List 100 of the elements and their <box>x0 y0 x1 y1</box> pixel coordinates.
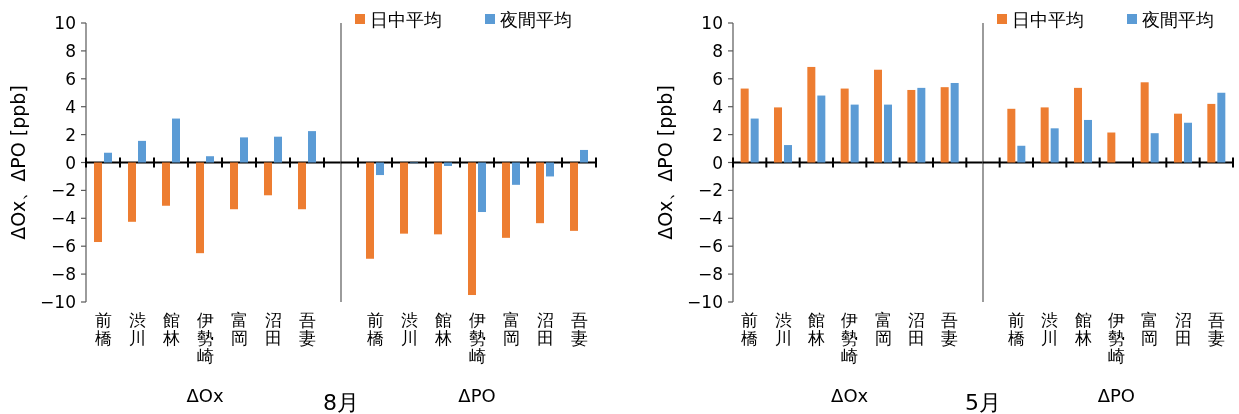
bar <box>1017 145 1026 163</box>
bar <box>784 145 792 163</box>
bar <box>917 87 926 163</box>
y-tick-label: 8 <box>712 40 723 61</box>
bar <box>840 88 849 163</box>
x-tick-label: 沼田 <box>264 310 282 348</box>
bar <box>950 82 959 163</box>
bar <box>230 162 238 210</box>
y-tick-label: −6 <box>50 236 76 257</box>
y-tick-label: −8 <box>50 264 76 285</box>
x-tick-label: 富岡 <box>502 310 520 348</box>
x-tick-label: 沼田 <box>1174 310 1192 348</box>
x-tick-label: 沼田 <box>536 310 554 348</box>
x-tick-label: 館林 <box>161 310 180 348</box>
bar <box>1084 119 1092 163</box>
bar <box>884 104 892 163</box>
y-tick-label: −4 <box>50 208 76 229</box>
bar <box>1040 107 1049 163</box>
y-tick-label: −6 <box>697 236 723 257</box>
y-tick-label: 2 <box>712 124 723 145</box>
y-axis-title: ΔOx、ΔPO [ppb] <box>7 85 29 240</box>
bar <box>1207 103 1216 163</box>
y-tick-label: 10 <box>701 13 723 33</box>
y-tick-label: −2 <box>50 180 76 201</box>
x-tick-label: 前橋 <box>741 310 759 348</box>
x-axis-title: ΔPO <box>1097 385 1136 406</box>
x-tick-label: 富岡 <box>230 310 248 348</box>
bar <box>128 162 136 222</box>
bar <box>817 95 826 163</box>
y-tick-label: 6 <box>65 68 76 89</box>
y-tick-label: −8 <box>697 264 723 285</box>
bar <box>1140 82 1149 163</box>
x-axis-title: ΔOx <box>831 385 869 406</box>
x-tick-label: 伊勢崎 <box>196 310 214 366</box>
x-tick-label: 渋川 <box>774 310 792 348</box>
legend-label: 日中平均 <box>1012 9 1084 30</box>
x-tick-label: 前橋 <box>366 310 384 348</box>
bar <box>138 140 146 163</box>
legend-label: 夜間平均 <box>500 9 572 30</box>
x-tick-label: 館林 <box>433 310 452 348</box>
bar <box>850 104 859 163</box>
x-tick-label: 渋川 <box>128 310 146 348</box>
x-tick-label: 渋川 <box>1041 310 1059 348</box>
bar <box>1050 128 1059 163</box>
bar <box>196 162 204 254</box>
y-tick-label: 0 <box>65 152 76 173</box>
bar <box>774 107 782 163</box>
bar <box>1007 108 1016 163</box>
x-tick-label: 伊勢崎 <box>1107 310 1125 366</box>
x-tick-label: 前橋 <box>94 310 112 348</box>
y-tick-label: −10 <box>40 292 76 312</box>
bar <box>750 118 759 163</box>
y-tick-label: −10 <box>687 292 723 312</box>
y-tick-label: 6 <box>712 68 723 89</box>
bar <box>104 152 112 163</box>
bar <box>807 66 816 163</box>
bar <box>240 137 248 163</box>
x-tick-label: 前橋 <box>1007 310 1025 348</box>
y-tick-label: 10 <box>54 13 76 33</box>
x-tick-label: 伊勢崎 <box>841 310 859 366</box>
x-tick-label: 館林 <box>806 310 825 348</box>
bar <box>1150 133 1159 163</box>
x-axis-title: ΔOx <box>186 385 224 406</box>
bar <box>740 88 749 163</box>
y-tick-label: 8 <box>65 40 76 61</box>
bar <box>1107 132 1116 163</box>
bar <box>274 136 282 163</box>
y-tick-label: 4 <box>65 96 76 117</box>
y-tick-label: 4 <box>712 96 723 117</box>
text: 5月 <box>965 390 1001 414</box>
x-tick-label: 渋川 <box>400 310 418 348</box>
bar <box>1184 122 1192 163</box>
bar <box>874 69 882 163</box>
bar <box>162 162 170 206</box>
x-tick-label: 吾妻 <box>941 310 959 348</box>
bar <box>1217 92 1226 163</box>
y-tick-label: 2 <box>65 124 76 145</box>
x-tick-label: 富岡 <box>1141 310 1159 348</box>
y-tick-label: −4 <box>697 208 723 229</box>
bar <box>1074 87 1082 163</box>
bar <box>1174 113 1182 163</box>
text: 8月 <box>323 390 359 414</box>
x-tick-label: 吾妻 <box>298 310 316 348</box>
x-tick-label: 富岡 <box>874 310 892 348</box>
bar <box>940 87 949 163</box>
legend-label: 夜間平均 <box>1142 9 1214 30</box>
bar <box>308 131 316 163</box>
y-axis-title: ΔOx、ΔPO [ppb] <box>654 85 676 240</box>
x-tick-label: 伊勢崎 <box>468 310 486 366</box>
y-tick-label: −2 <box>697 180 723 201</box>
bar <box>298 162 306 210</box>
bar <box>94 162 102 243</box>
bar <box>264 162 272 196</box>
legend-label: 日中平均 <box>370 9 442 30</box>
x-tick-label: 館林 <box>1073 310 1092 348</box>
bar <box>206 156 214 163</box>
x-tick-label: 吾妻 <box>1207 310 1225 348</box>
y-tick-label: 0 <box>712 152 723 173</box>
bar <box>172 118 180 163</box>
bar <box>907 89 916 163</box>
